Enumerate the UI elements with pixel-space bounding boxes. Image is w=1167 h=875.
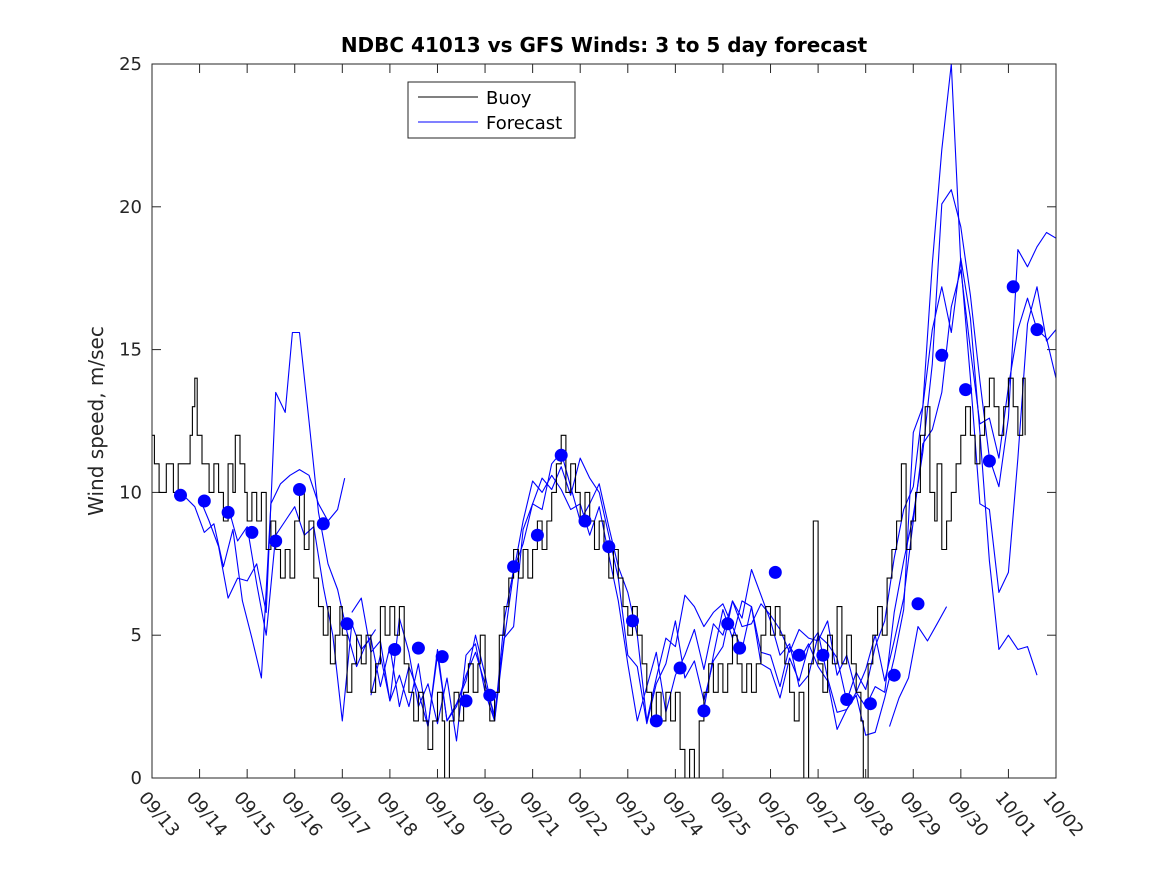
y-tick-label-5: 25 — [119, 54, 142, 75]
y-tick-label-4: 20 — [119, 197, 142, 218]
legend-box — [407, 81, 576, 139]
forecast-point-4 — [269, 534, 283, 548]
forecast-point-33 — [982, 454, 996, 468]
forecast-point-29 — [887, 668, 901, 682]
forecast-point-3 — [245, 525, 259, 539]
forecast-point-20 — [673, 661, 687, 675]
forecast-run-line-6 — [888, 606, 948, 727]
y-tick-label-3: 15 — [119, 340, 142, 361]
y-tick-labels: 0 5 10 15 20 25 — [119, 54, 142, 789]
forecast-point-26 — [816, 648, 830, 662]
forecast-point-5 — [293, 483, 306, 496]
forecast-point-7 — [340, 617, 354, 631]
forecast-point-0 — [174, 488, 187, 502]
y-tick-label-2: 10 — [119, 482, 142, 503]
forecast-point-14 — [530, 528, 544, 542]
forecast-point-17 — [602, 540, 616, 554]
forecast-point-32 — [959, 383, 973, 397]
forecast-point-1 — [197, 494, 211, 508]
forecast-point-12 — [483, 688, 497, 702]
y-tick-label-0: 0 — [131, 768, 142, 789]
forecast-point-19 — [649, 714, 663, 728]
forecast-point-30 — [911, 597, 925, 611]
forecast-point-21 — [697, 704, 711, 718]
buoy-line — [152, 377, 1026, 779]
legend-buoy-label: Buoy — [486, 88, 532, 109]
forecast-point-27 — [840, 693, 854, 706]
forecast-run-line-3 — [351, 63, 1057, 728]
forecast-point-34 — [1006, 280, 1020, 294]
forecast-point-11 — [459, 694, 473, 708]
forecast-point-6 — [316, 517, 330, 531]
plot-area — [152, 64, 1056, 778]
forecast-point-15 — [554, 448, 568, 462]
y-tick-label-1: 5 — [131, 625, 142, 646]
forecast-point-8 — [388, 643, 402, 656]
y-axis-label: Wind speed, m/sec — [84, 326, 108, 516]
legend: Buoy Forecast — [407, 81, 576, 139]
forecast-run-line-4 — [370, 257, 1038, 742]
series-layer — [152, 63, 1057, 779]
forecast-point-18 — [626, 614, 639, 628]
forecast-point-24 — [768, 565, 782, 579]
forecast-point-13 — [507, 560, 521, 574]
forecast-point-28 — [863, 697, 877, 711]
forecast-point-16 — [578, 514, 592, 528]
forecast-run-line-5 — [703, 269, 1057, 730]
plot-frame — [151, 63, 1057, 779]
legend-forecast-label: Forecast — [486, 113, 562, 134]
forecast-point-2 — [221, 505, 235, 519]
forecast-run-line-0 — [180, 469, 346, 679]
chart-title: NDBC 41013 vs GFS Winds: 3 to 5 day fore… — [341, 33, 868, 57]
forecast-point-25 — [792, 648, 806, 662]
forecast-point-10 — [435, 650, 449, 664]
forecast-point-31 — [935, 348, 949, 362]
forecast-point-9 — [411, 641, 425, 655]
forecast-point-23 — [733, 641, 747, 655]
forecast-point-35 — [1030, 323, 1044, 337]
forecast-point-22 — [721, 617, 735, 631]
